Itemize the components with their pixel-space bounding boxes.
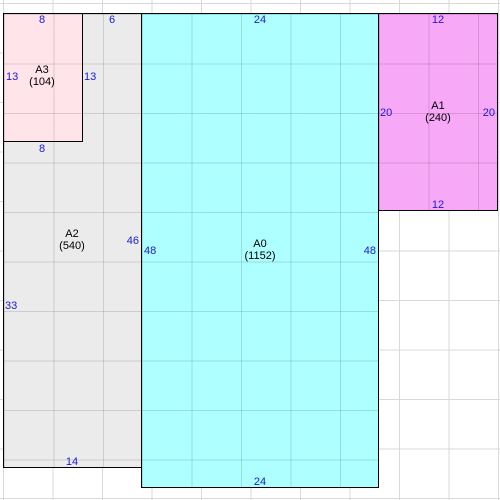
rect-a2-bottom-dim: 14	[65, 456, 79, 468]
rect-a0-bottom-dim: 24	[253, 476, 267, 488]
rect-a0-name: A0	[253, 238, 267, 250]
rect-a1-area: (240)	[425, 112, 451, 124]
rect-a3-name: A3	[35, 64, 49, 76]
rect-a1-left-dim: 20	[380, 107, 393, 119]
rect-a3-left-dim: 13	[6, 71, 19, 83]
rect-a1-name: A1	[431, 100, 445, 112]
rect-a1-right-dim: 20	[482, 107, 495, 119]
rect-a0	[141, 13, 379, 488]
rect-a2-area: (540)	[59, 240, 85, 252]
rect-a0-left-dim: 48	[144, 245, 157, 257]
rect-a0-right-dim: 48	[363, 245, 376, 257]
rect-a1-bottom-dim: 12	[431, 199, 445, 211]
rect-a2-top-dim: 6	[108, 14, 116, 26]
rect-a0-area: (1152)	[244, 250, 276, 262]
rect-a2-right-dim: 46	[126, 235, 139, 247]
rect-a0-top-dim: 24	[253, 14, 267, 26]
rect-a3-area: (104)	[29, 76, 55, 88]
rect-a2-left-dim: 33	[5, 300, 18, 312]
rect-a3-right-dim: 13	[84, 71, 97, 83]
rect-a3	[3, 13, 83, 142]
rect-a1-top-dim: 12	[431, 14, 445, 26]
rect-a3-bottom-dim: 8	[38, 143, 46, 155]
rect-a1	[378, 13, 498, 211]
rect-a2-name: A2	[65, 228, 79, 240]
rect-a3-top-dim: 8	[38, 14, 46, 26]
